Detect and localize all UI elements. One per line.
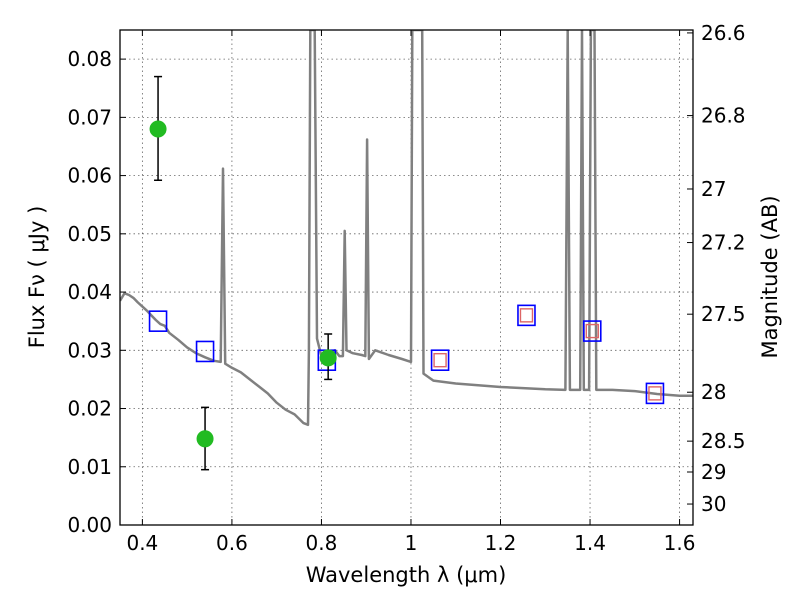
- detection-point: [196, 430, 214, 448]
- y2-tick-label: 27.2: [701, 231, 746, 255]
- axes-frame: [119, 29, 694, 526]
- y-tick-label: 0.02: [67, 397, 112, 421]
- observed-photometry-square: [648, 386, 662, 401]
- model-photometry-square: [517, 304, 536, 327]
- model-photometry-square: [645, 382, 665, 405]
- observed-photometry-square: [433, 352, 447, 368]
- y-tick-label: 0.05: [67, 222, 112, 246]
- observed-photometry-square: [585, 323, 599, 339]
- x-tick-label: 0.6: [216, 531, 248, 555]
- model-photometry-square: [195, 340, 215, 363]
- x-tick-label: 1.6: [664, 531, 696, 555]
- grid-lines: [120, 30, 693, 526]
- y2-tick-label: 27: [701, 177, 726, 201]
- x-tick-label: 1.4: [574, 531, 606, 555]
- x-tick-label: 1: [405, 531, 418, 555]
- x-axis-label: Wavelength λ (μm): [306, 563, 507, 587]
- y-tick-label: 0.08: [67, 47, 112, 71]
- y2-tick-label: 29: [701, 460, 726, 484]
- x-tick-label: 0.4: [126, 531, 158, 555]
- model-photometry-square: [430, 349, 450, 371]
- y-tick-label: 0.00: [67, 513, 112, 537]
- y-tick-label: 0.01: [67, 455, 112, 479]
- plot-area: [120, 30, 693, 471]
- y2-tick-label: 28.5: [701, 429, 746, 453]
- y2-tick-label: 26.8: [701, 104, 746, 128]
- y2-tick-label: 26.6: [701, 21, 746, 45]
- model-spectrum-line: [120, 30, 693, 427]
- y2-tick-label: 30: [701, 492, 726, 516]
- x-tick-label: 1.2: [485, 531, 517, 555]
- observed-photometry-square: [519, 308, 534, 323]
- axis-ticks: 0.4 0.6 0.8 1 1.2 1.4 1.6 0.00 0.01 0.02 0.03 0.04 0…: [67, 21, 745, 555]
- y2-tick-label: 27.5: [701, 302, 746, 326]
- detection-point: [149, 120, 167, 138]
- y2-tick-label: 28: [701, 380, 726, 404]
- y2-axis-label: Magnitude (AB): [758, 195, 782, 358]
- y-tick-label: 0.06: [67, 164, 112, 188]
- y-tick-label: 0.03: [67, 338, 112, 362]
- y-tick-label: 0.07: [67, 105, 112, 129]
- y-tick-label: 0.04: [67, 280, 112, 304]
- detection-point: [319, 349, 337, 367]
- model-photometry-square: [148, 310, 168, 332]
- y-axis-label: Flux Fν ( μJy ): [25, 206, 49, 349]
- model-photometry-square: [582, 320, 602, 342]
- x-tick-label: 0.8: [306, 531, 338, 555]
